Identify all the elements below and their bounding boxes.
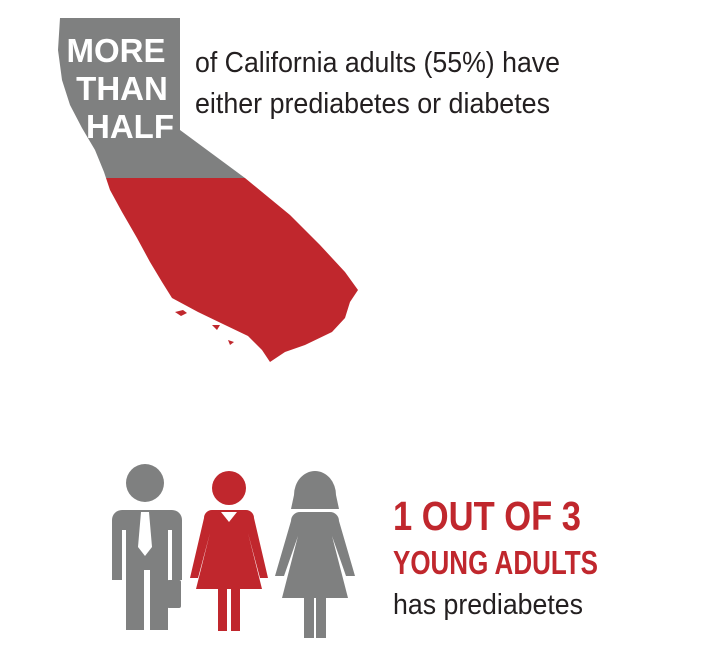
headline-line: THAN (76, 70, 168, 107)
woman-icon (190, 471, 268, 631)
headline-line: HALF (86, 108, 174, 145)
headline-line: MORE (67, 32, 166, 69)
body-text: either prediabetes or diabetes (195, 88, 550, 120)
woman-icon (275, 471, 355, 638)
subhead: YOUNG ADULTS (393, 544, 598, 581)
headline: 1 OUT OF 3 (393, 493, 581, 539)
body-text: has prediabetes (393, 589, 583, 621)
california-map (58, 18, 358, 362)
man-icon (112, 464, 182, 630)
body-text: of California adults (55%) have (195, 47, 560, 79)
